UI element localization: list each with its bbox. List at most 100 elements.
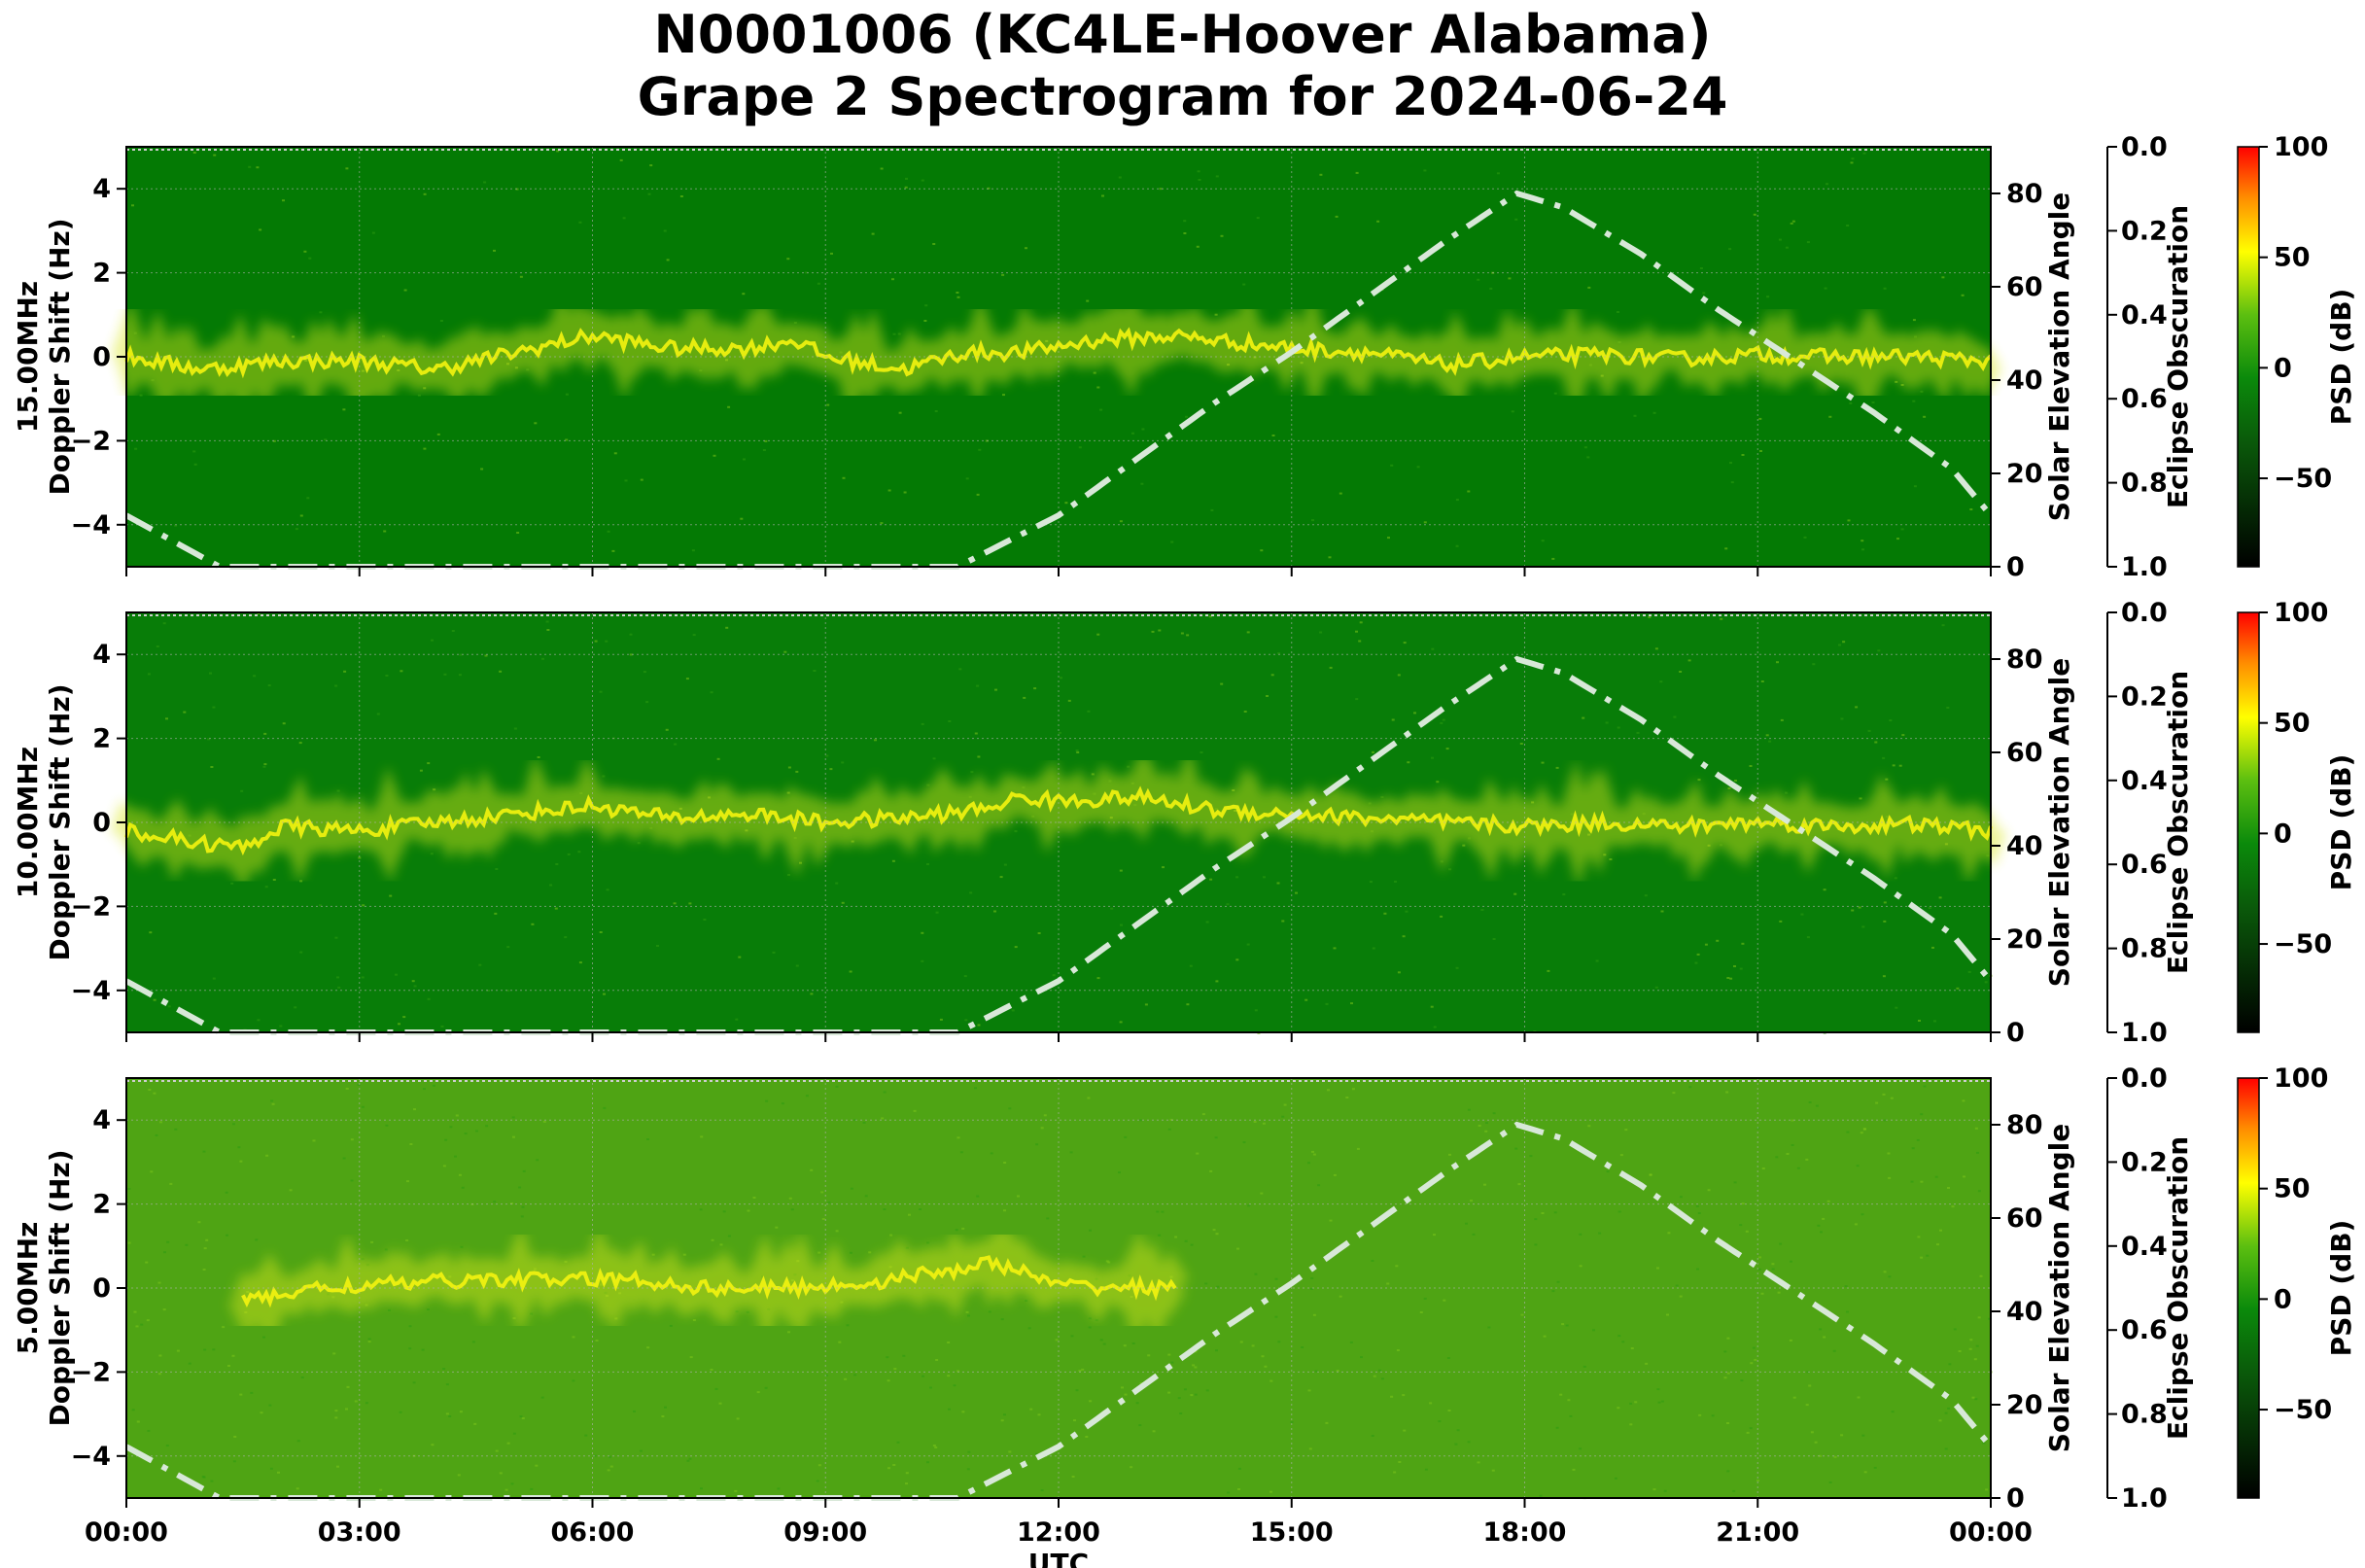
noise-dot xyxy=(1214,313,1218,316)
noise-dot xyxy=(1882,975,1886,978)
noise-dot xyxy=(1726,1470,1730,1473)
obscuration-tick-label: 0.8 xyxy=(2121,469,2168,499)
noise-dot xyxy=(1634,1401,1638,1404)
noise-dot xyxy=(643,671,646,674)
noise-dot xyxy=(1785,246,1789,249)
noise-dot xyxy=(1167,1391,1171,1394)
noise-dot xyxy=(905,1472,909,1475)
x-tick-label: 15:00 xyxy=(1250,1517,1334,1548)
noise-dot xyxy=(1151,630,1155,633)
noise-dot xyxy=(1944,1411,1948,1414)
noise-dot xyxy=(727,1235,731,1237)
colorbar-tick-label: 100 xyxy=(2274,132,2328,162)
noise-dot xyxy=(883,1091,887,1094)
noise-dot xyxy=(572,1336,575,1339)
noise-dot xyxy=(1707,1189,1711,1192)
noise-dot xyxy=(829,768,833,771)
noise-dot xyxy=(1931,946,1934,949)
noise-dot xyxy=(430,853,434,855)
noise-dot xyxy=(298,742,302,745)
noise-dot xyxy=(969,891,973,894)
solar-elevation-line xyxy=(124,655,1994,1035)
noise-dot xyxy=(158,1354,162,1357)
noise-dot xyxy=(1652,411,1656,414)
noise-dot xyxy=(1227,1491,1231,1494)
noise-dot xyxy=(1741,942,1745,945)
noise-dot xyxy=(902,1354,906,1357)
noise-dot xyxy=(192,450,196,453)
noise-dot xyxy=(296,1487,299,1490)
y-tick-label: 2 xyxy=(92,259,111,289)
noise-dot xyxy=(1958,1350,1962,1352)
noise-dot xyxy=(1089,1229,1092,1232)
noise-dot xyxy=(367,1341,371,1343)
noise-dot xyxy=(790,1208,794,1211)
obscuration-tick-label: 0.2 xyxy=(2121,216,2168,246)
noise-dot xyxy=(1140,482,1144,485)
noise-dot xyxy=(1679,1196,1683,1199)
noise-dot xyxy=(1654,986,1658,989)
noise-dot xyxy=(976,1195,980,1198)
noise-dot xyxy=(1138,1119,1142,1122)
noise-dot xyxy=(1396,1349,1400,1351)
noise-dot xyxy=(445,1412,449,1415)
noise-dot xyxy=(1857,1396,1861,1399)
noise-dot xyxy=(1679,671,1683,673)
noise-dot xyxy=(1390,1395,1394,1398)
obscuration-tick-label: 0.0 xyxy=(2121,132,2168,162)
noise-dot xyxy=(1403,642,1407,645)
noise-dot xyxy=(1319,631,1323,634)
noise-dot xyxy=(1796,1167,1800,1169)
noise-dot xyxy=(1861,548,1864,551)
noise-dot xyxy=(1688,1086,1692,1089)
y-tick-label: 4 xyxy=(92,640,111,670)
noise-dot xyxy=(880,167,884,170)
noise-dot xyxy=(365,1402,368,1405)
noise-dot xyxy=(1933,1020,1936,1023)
noise-dot xyxy=(1355,698,1359,701)
noise-dot xyxy=(231,1354,235,1357)
noise-dot xyxy=(967,1450,971,1453)
noise-dot xyxy=(1696,1268,1699,1271)
noise-dot xyxy=(506,946,510,949)
noise-dot xyxy=(1208,615,1212,618)
noise-dot xyxy=(1621,1341,1625,1343)
y-axis-label: 15.00MHzDoppler Shift (Hz) xyxy=(12,218,76,495)
noise-dot xyxy=(1517,1183,1521,1186)
noise-dot xyxy=(1052,974,1056,977)
noise-dot xyxy=(358,856,362,859)
elevation-tick-label: 60 xyxy=(2006,272,2043,302)
noise-dot xyxy=(389,894,393,897)
noise-dot xyxy=(935,1359,939,1361)
noise-dot xyxy=(1667,1232,1671,1235)
noise-dot xyxy=(1405,910,1409,913)
obscuration-tick-label: 0.4 xyxy=(2121,1232,2168,1262)
noise-dot xyxy=(1312,1313,1316,1316)
noise-dot xyxy=(1790,222,1793,225)
x-tick-label: 00:00 xyxy=(85,1517,168,1548)
noise-dot xyxy=(135,1325,139,1328)
noise-dot xyxy=(1003,1209,1006,1212)
noise-dot xyxy=(431,1444,435,1446)
noise-dot xyxy=(504,1488,508,1491)
noise-dot xyxy=(1819,1328,1823,1331)
noise-dot xyxy=(1740,1379,1744,1382)
noise-dot xyxy=(1397,971,1401,974)
noise-dot xyxy=(1749,1427,1753,1430)
noise-dot xyxy=(835,1085,839,1088)
noise-dot xyxy=(810,993,814,995)
noise-dot xyxy=(451,630,455,632)
obscuration-tick-label: 0.8 xyxy=(2121,1400,2168,1430)
noise-dot xyxy=(1483,1183,1486,1186)
noise-dot xyxy=(922,1375,924,1377)
noise-dot xyxy=(556,150,560,153)
noise-dot xyxy=(874,739,877,742)
obscuration-tick-label: 0.6 xyxy=(2121,1315,2168,1345)
noise-dot xyxy=(1467,490,1471,493)
noise-dot xyxy=(1555,766,1559,769)
noise-dot xyxy=(1431,647,1435,650)
noise-dot xyxy=(1118,1171,1121,1174)
noise-dot xyxy=(423,447,427,450)
noise-dot xyxy=(1938,1419,1942,1422)
noise-dot xyxy=(1462,844,1466,847)
